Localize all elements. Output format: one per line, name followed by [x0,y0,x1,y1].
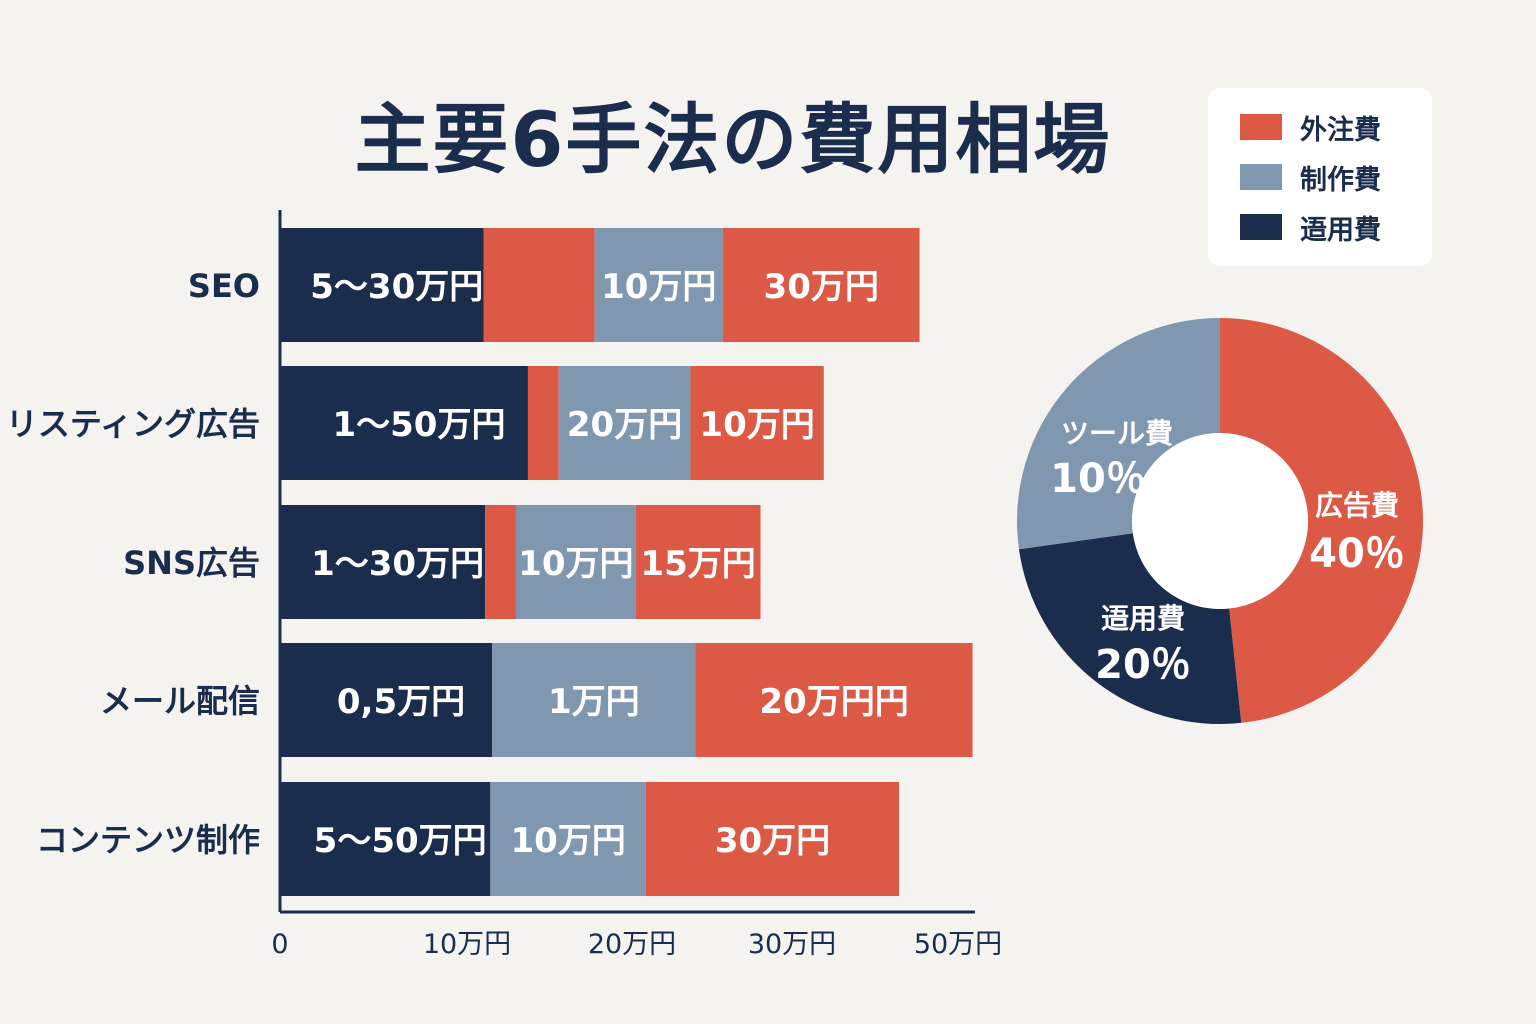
bar-segment [645,782,900,896]
segment-label: 10万円 [510,821,625,861]
bar-segment [485,505,516,619]
segment-label: 20万円円 [759,682,908,722]
segment-label: 1万円 [548,682,640,722]
bar-segment [695,643,973,757]
segment-label: 1～30万円 [311,544,484,584]
x-tick-label: 10万円 [423,929,511,960]
segment-label: 5～50万円 [314,821,487,861]
bar-segment [722,228,920,342]
bar-segment [280,782,491,896]
donut-slice [1017,318,1220,550]
x-tick-label: 20万円 [588,929,676,960]
bar-segment [690,366,824,480]
donut-slice-label: ツール費 [1061,417,1173,450]
bar-segment [558,366,691,480]
segment-label: 15万円 [640,544,755,584]
donut-slice-label: 広告費 [1315,489,1399,522]
legend-swatch [1240,114,1282,140]
category-label: SNS広告 [123,544,260,582]
legend-item: 逜用費 [1240,212,1381,246]
bar-segment [594,228,723,342]
segment-label: 20万円 [567,405,682,445]
x-tick-label: 0 [271,929,288,960]
x-tick-label: 30万円 [748,929,836,960]
bar-segment [527,366,559,480]
category-label: リスティング広告 [6,405,260,443]
legend-item: 制作費 [1240,162,1381,196]
donut-slice [1220,318,1423,723]
legend-swatch [1240,164,1282,190]
donut-slice-value: 10％ [1050,456,1146,502]
category-label: コンテンツ制作 [36,821,260,859]
donut-hole [1132,433,1308,609]
bar-segment [280,505,486,619]
legend-label: 逜用費 [1300,214,1381,246]
donut-slice-label: 逜用費 [1101,602,1185,635]
donut-slice-value: 40％ [1309,531,1405,577]
legend-label: 制作費 [1300,164,1381,196]
bar-segment [490,782,646,896]
bar-segment [483,228,595,342]
bar-segment [280,643,493,757]
donut-slice-value: 20％ [1095,642,1191,688]
donut-slice [1018,533,1242,725]
segment-label: 10万円 [699,405,814,445]
category-label: メール配信 [100,682,260,720]
segment-label: 10万円 [518,544,633,584]
bar-segment [280,366,528,480]
segment-label: 10万円 [601,267,716,307]
segment-label: 5～30万円 [310,267,483,307]
bar-segment [635,505,761,619]
legend-label: 外注費 [1300,114,1381,146]
chart-title: 主要6手法の費用相場 [354,95,1112,184]
bar-segment [492,643,696,757]
legend-item: 外注費 [1240,112,1381,146]
legend-swatch [1240,214,1282,240]
legend: 外注費 制作費 逜用費 [1208,88,1432,266]
segment-label: 0,5万円 [337,682,465,722]
bar-segment [280,228,484,342]
segment-label: 1～50万円 [332,405,505,445]
x-tick-label: 50万円 [914,929,1002,960]
segment-label: 30万円 [715,821,830,861]
category-label: SEO [188,267,260,305]
segment-label: 30万円 [764,267,879,307]
bar-segment [515,505,636,619]
